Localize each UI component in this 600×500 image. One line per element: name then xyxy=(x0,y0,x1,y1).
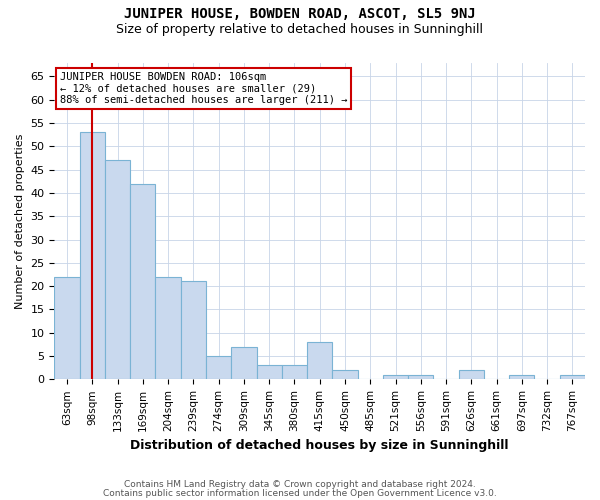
Bar xyxy=(80,132,105,380)
X-axis label: Distribution of detached houses by size in Sunninghill: Distribution of detached houses by size … xyxy=(130,440,509,452)
Bar xyxy=(257,366,282,380)
Text: Contains HM Land Registry data © Crown copyright and database right 2024.: Contains HM Land Registry data © Crown c… xyxy=(124,480,476,489)
Bar xyxy=(282,366,307,380)
Y-axis label: Number of detached properties: Number of detached properties xyxy=(15,133,25,308)
Bar xyxy=(458,370,484,380)
Bar xyxy=(383,374,408,380)
Bar xyxy=(332,370,358,380)
Text: Contains public sector information licensed under the Open Government Licence v3: Contains public sector information licen… xyxy=(103,489,497,498)
Text: JUNIPER HOUSE BOWDEN ROAD: 106sqm
← 12% of detached houses are smaller (29)
88% : JUNIPER HOUSE BOWDEN ROAD: 106sqm ← 12% … xyxy=(60,72,347,105)
Text: Size of property relative to detached houses in Sunninghill: Size of property relative to detached ho… xyxy=(116,22,484,36)
Bar xyxy=(55,277,80,380)
Bar xyxy=(155,277,181,380)
Bar xyxy=(307,342,332,380)
Bar xyxy=(181,282,206,380)
Text: JUNIPER HOUSE, BOWDEN ROAD, ASCOT, SL5 9NJ: JUNIPER HOUSE, BOWDEN ROAD, ASCOT, SL5 9… xyxy=(124,8,476,22)
Bar xyxy=(560,374,585,380)
Bar xyxy=(509,374,535,380)
Bar xyxy=(408,374,433,380)
Bar xyxy=(130,184,155,380)
Bar xyxy=(105,160,130,380)
Bar xyxy=(206,356,231,380)
Bar xyxy=(231,346,257,380)
